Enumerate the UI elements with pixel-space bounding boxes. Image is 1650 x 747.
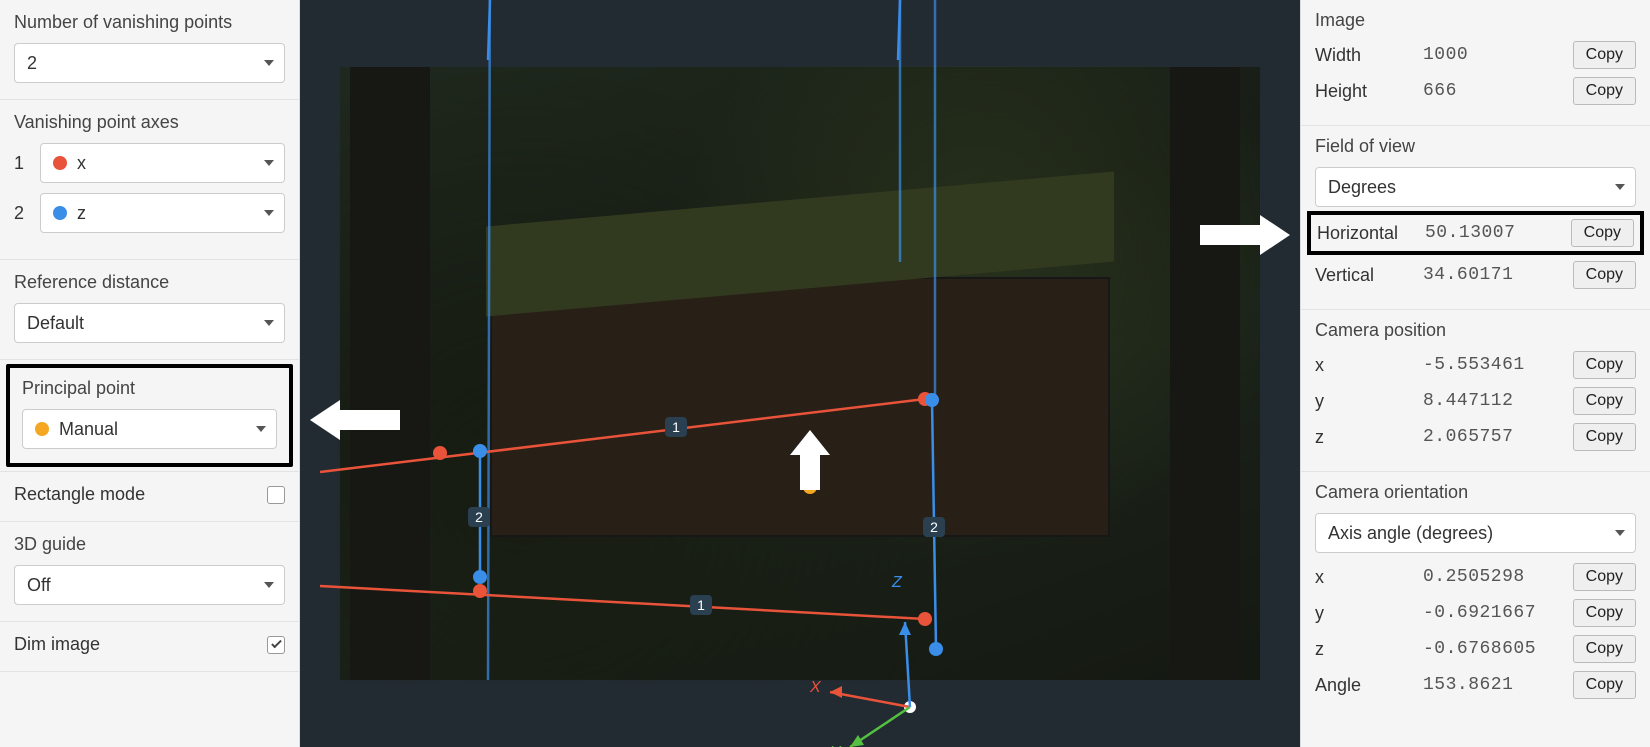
camori-z-row: z -0.6768605 Copy	[1315, 635, 1636, 663]
guide-label: 3D guide	[14, 534, 285, 555]
camori-mode-value: Axis angle (degrees)	[1328, 523, 1493, 543]
guide-group: 3D guide Off	[0, 522, 299, 622]
chevron-down-icon	[264, 60, 274, 66]
vp-axis-select-1[interactable]: x	[40, 143, 285, 183]
image-section-title: Image	[1315, 10, 1636, 31]
campos-section: Camera position x -5.553461 Copy y 8.447…	[1301, 310, 1650, 472]
vp-count-value: 2	[27, 53, 37, 73]
camori-y-row: y -0.6921667 Copy	[1315, 599, 1636, 627]
image-width-label: Width	[1315, 45, 1415, 66]
ref-dist-group: Reference distance Default	[0, 260, 299, 360]
campos-y-row: y 8.447112 Copy	[1315, 387, 1636, 415]
campos-x-row: x -5.553461 Copy	[1315, 351, 1636, 379]
camori-title: Camera orientation	[1315, 482, 1636, 503]
fov-horizontal-highlight: Horizontal 50.13007 Copy	[1307, 211, 1644, 255]
principal-label: Principal point	[22, 378, 277, 399]
image-height-label: Height	[1315, 81, 1415, 102]
principal-dot-icon	[35, 422, 49, 436]
vp-axis-num-2: 2	[14, 203, 30, 224]
copy-button[interactable]: Copy	[1573, 77, 1636, 105]
fov-vertical-row: Vertical 34.60171 Copy	[1315, 261, 1636, 289]
axis-dot-icon	[53, 156, 67, 170]
copy-button[interactable]: Copy	[1573, 387, 1636, 415]
camori-section: Camera orientation Axis angle (degrees) …	[1301, 472, 1650, 719]
image-width-row: Width 1000 Copy	[1315, 41, 1636, 69]
right-panel: Image Width 1000 Copy Height 666 Copy Fi…	[1300, 0, 1650, 747]
principal-value: Manual	[59, 410, 118, 448]
fov-unit-select[interactable]: Degrees	[1315, 167, 1636, 207]
camori-angle-row: Angle 153.8621 Copy	[1315, 671, 1636, 699]
principal-select[interactable]: Manual	[22, 409, 277, 449]
campos-z-row: z 2.065757 Copy	[1315, 423, 1636, 451]
ref-dist-label: Reference distance	[14, 272, 285, 293]
vp-axis-num-1: 1	[14, 153, 30, 174]
vp-count-label: Number of vanishing points	[14, 12, 285, 33]
fov-vertical-label: Vertical	[1315, 265, 1415, 286]
fov-horizontal-value: 50.13007	[1425, 223, 1563, 243]
dim-image-checkbox[interactable]	[267, 636, 285, 654]
copy-button[interactable]: Copy	[1573, 635, 1636, 663]
campos-title: Camera position	[1315, 320, 1636, 341]
image-viewport[interactable]: 1 1 2 2	[340, 67, 1260, 680]
chevron-down-icon	[264, 320, 274, 326]
guide-select[interactable]: Off	[14, 565, 285, 605]
chevron-down-icon	[264, 210, 274, 216]
rect-mode-group: Rectangle mode	[0, 472, 299, 522]
chevron-down-icon	[264, 582, 274, 588]
axis-dot-icon	[53, 206, 67, 220]
canvas-area[interactable]: 1 1 2 2	[300, 0, 1300, 747]
image-height-value: 666	[1423, 81, 1565, 101]
rect-mode-checkbox[interactable]	[267, 486, 285, 504]
copy-button[interactable]: Copy	[1573, 599, 1636, 627]
copy-button[interactable]: Copy	[1573, 351, 1636, 379]
chevron-down-icon	[1615, 530, 1625, 536]
vp-axis-row-2: 2 z	[14, 193, 285, 233]
copy-button[interactable]: Copy	[1573, 563, 1636, 591]
vp-axis-select-2[interactable]: z	[40, 193, 285, 233]
rect-mode-label: Rectangle mode	[14, 484, 145, 505]
principal-group: Principal point Manual	[0, 360, 299, 472]
fov-vertical-value: 34.60171	[1423, 265, 1565, 285]
vp-axis-row-1: 1 x	[14, 143, 285, 183]
chevron-down-icon	[1615, 184, 1625, 190]
fov-horizontal-label: Horizontal	[1317, 223, 1417, 244]
image-section: Image Width 1000 Copy Height 666 Copy	[1301, 0, 1650, 126]
copy-button[interactable]: Copy	[1573, 261, 1636, 289]
dim-overlay	[340, 67, 1260, 680]
app-root: Number of vanishing points 2 Vanishing p…	[0, 0, 1650, 747]
principal-highlight: Principal point Manual	[6, 364, 293, 467]
copy-button[interactable]: Copy	[1573, 671, 1636, 699]
image-height-row: Height 666 Copy	[1315, 77, 1636, 105]
vp-axis-value-2: z	[77, 194, 86, 232]
camori-x-row: x 0.2505298 Copy	[1315, 563, 1636, 591]
fov-section-title: Field of view	[1315, 136, 1636, 157]
ref-dist-value: Default	[27, 313, 84, 333]
vp-axes-group: Vanishing point axes 1 x 2 z	[0, 100, 299, 260]
image-width-value: 1000	[1423, 45, 1565, 65]
fov-horizontal-row: Horizontal 50.13007 Copy	[1317, 219, 1634, 247]
vp-axes-label: Vanishing point axes	[14, 112, 285, 133]
vp-count-group: Number of vanishing points 2	[0, 0, 299, 100]
svg-text:X: X	[809, 679, 822, 696]
copy-button[interactable]: Copy	[1573, 41, 1636, 69]
fov-section: Field of view Degrees Horizontal 50.1300…	[1301, 126, 1650, 310]
fov-unit-value: Degrees	[1328, 177, 1396, 197]
vp-count-select[interactable]: 2	[14, 43, 285, 83]
guide-value: Off	[27, 575, 51, 595]
left-panel: Number of vanishing points 2 Vanishing p…	[0, 0, 300, 747]
dim-image-group: Dim image	[0, 622, 299, 672]
camori-mode-select[interactable]: Axis angle (degrees)	[1315, 513, 1636, 553]
copy-button[interactable]: Copy	[1571, 219, 1634, 247]
dim-image-label: Dim image	[14, 634, 100, 655]
vp-axis-value-1: x	[77, 144, 86, 182]
ref-dist-select[interactable]: Default	[14, 303, 285, 343]
chevron-down-icon	[256, 426, 266, 432]
copy-button[interactable]: Copy	[1573, 423, 1636, 451]
chevron-down-icon	[264, 160, 274, 166]
